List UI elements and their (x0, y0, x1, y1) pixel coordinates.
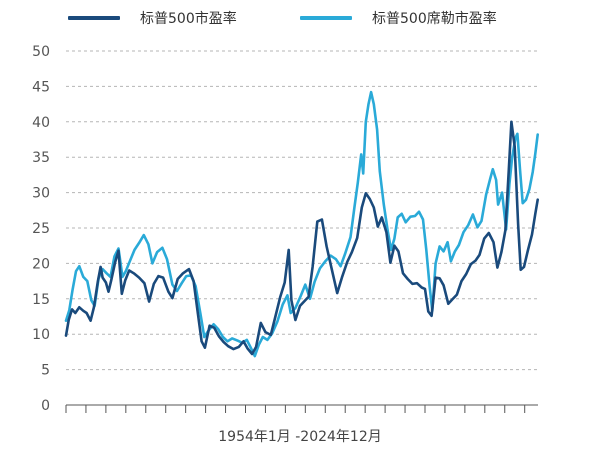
y-tick-label-35: 35 (32, 150, 50, 166)
x-axis (65, 404, 538, 413)
legend-label-cape: 标普500席勒市盈率 (372, 11, 497, 27)
y-tick-label-30: 30 (32, 186, 50, 202)
legend-label-pe: 标普500市盈率 (140, 11, 237, 27)
y-tick-label-10: 10 (32, 327, 50, 343)
y-tick-label-40: 40 (32, 115, 50, 131)
x-axis-title: 1954年1月 -2024年12月 (218, 429, 382, 445)
chart-legend: 标普500市盈率 标普500席勒市盈率 (0, 8, 600, 32)
legend-item-cape: 标普500席勒市盈率 (300, 8, 497, 28)
y-tick-label-0: 0 (41, 398, 50, 414)
y-tick-label-20: 20 (32, 256, 50, 272)
y-tick-label-15: 15 (32, 292, 50, 308)
series-line-pe (64, 120, 539, 356)
series-line-cape (64, 90, 539, 358)
legend-swatch-pe (68, 16, 120, 20)
y-tick-label-5: 5 (41, 363, 50, 379)
legend-item-pe: 标普500市盈率 (68, 8, 237, 28)
y-gridlines (66, 50, 538, 371)
legend-swatch-cape (300, 16, 352, 20)
y-tick-label-45: 45 (32, 79, 50, 95)
y-tick-label-50: 50 (32, 44, 50, 60)
y-tick-label-25: 25 (32, 221, 50, 237)
y-axis-labels: 0 5 10 15 20 25 30 35 40 45 50 (32, 44, 50, 414)
series-lines (64, 90, 539, 358)
